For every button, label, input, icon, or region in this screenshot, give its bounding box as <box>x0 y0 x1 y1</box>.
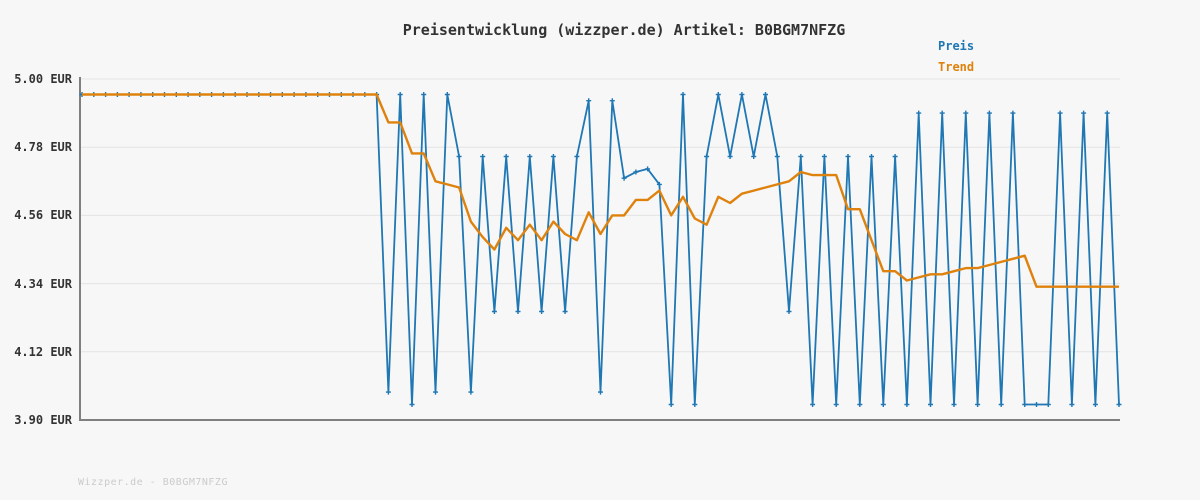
chart-title: Preisentwicklung (wizzper.de) Artikel: B… <box>402 21 846 39</box>
y-axis-tick-label: 4.12 EUR <box>14 345 72 359</box>
y-axis-tick-label: 4.78 EUR <box>14 140 72 154</box>
y-axis-tick-label: 3.90 EUR <box>14 413 72 427</box>
y-axis-tick-label: 4.34 EUR <box>14 277 72 291</box>
watermark: Wizzper.de - B0BGM7NFZG <box>78 477 228 488</box>
y-axis-tick-label: 4.56 EUR <box>14 208 72 222</box>
y-axis-tick-label: 5.00 EUR <box>14 72 72 86</box>
legend: Preis Trend <box>938 39 974 81</box>
legend-item-trend: Trend <box>938 60 975 74</box>
legend-item-preis: Preis <box>938 39 975 53</box>
